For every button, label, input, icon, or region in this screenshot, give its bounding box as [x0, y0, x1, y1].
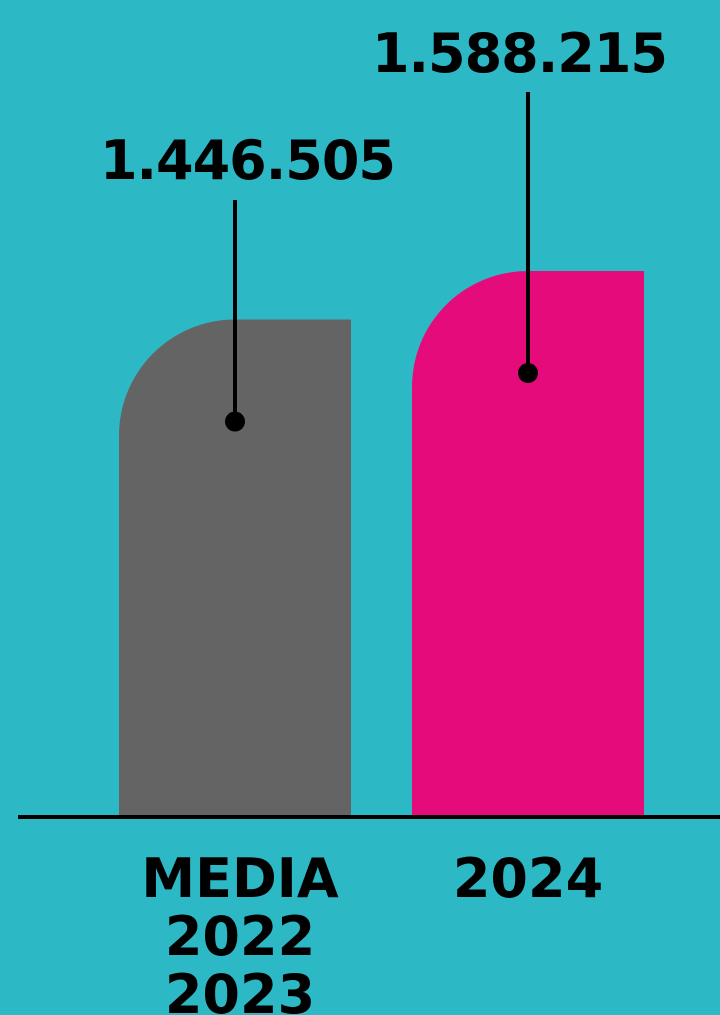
category-label-1-line-3: 2023: [165, 963, 315, 1015]
leader-dot-1: [225, 411, 245, 432]
leader-lines-group: [225, 92, 538, 432]
value-label-1: 1.446.505: [100, 129, 395, 192]
value-label-2: 1.588.215: [372, 22, 667, 85]
leader-dot-2: [518, 363, 538, 383]
category-label-1-line-1: MEDIA: [141, 847, 339, 910]
bars-group: [119, 271, 644, 815]
category-label-1-line-2: 2022: [165, 905, 315, 968]
bar-2: [412, 271, 644, 815]
bar-1: [119, 319, 351, 815]
category-label-2-line-1: 2024: [453, 847, 603, 910]
value-labels-group: 1.446.505 1.588.215: [100, 22, 668, 192]
